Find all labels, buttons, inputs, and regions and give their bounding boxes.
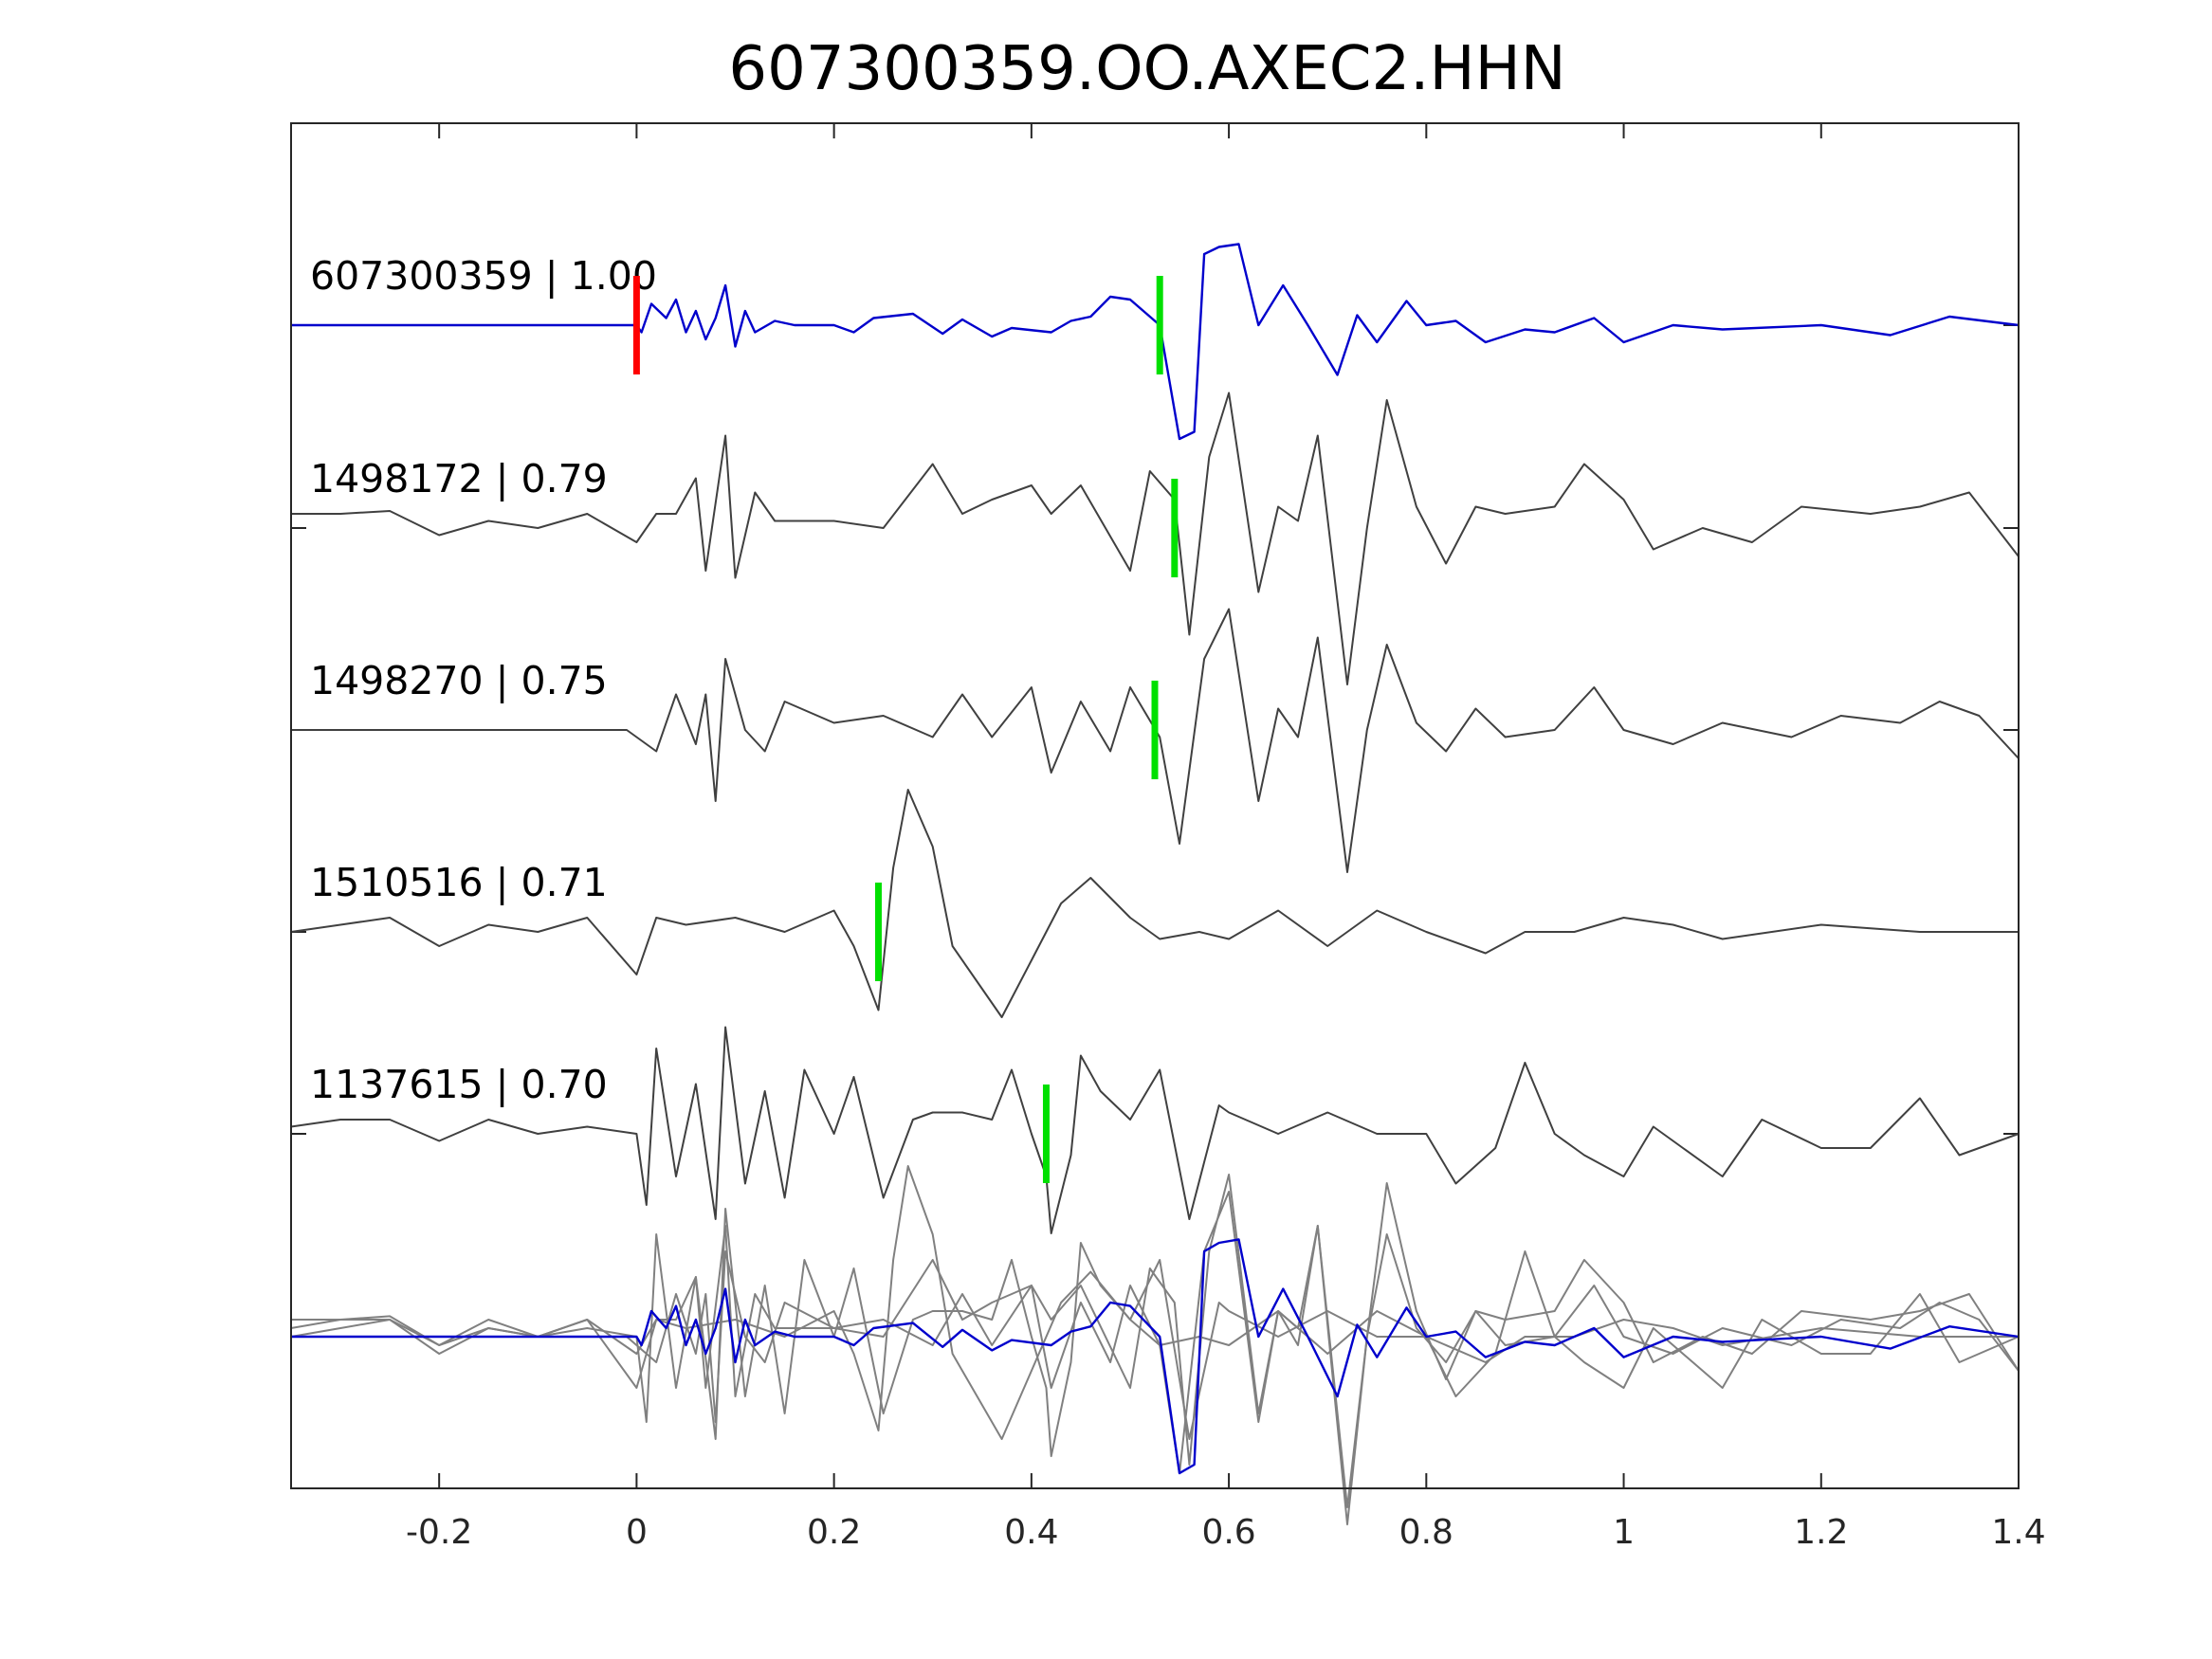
trace-label-5: 1137615 | 0.70	[310, 1062, 608, 1107]
trace-label-4: 1510516 | 0.71	[310, 860, 608, 905]
trace-line-1	[291, 243, 2020, 441]
x-tick-label: 0.2	[807, 1513, 861, 1552]
trace-line-5	[290, 1026, 2020, 1234]
x-tick-label: 1.2	[1794, 1513, 1848, 1552]
trace-line-4	[290, 789, 2019, 1018]
x-axis: -0.2 0 0.2 0.4 0.6 0.8 1 1.2 1.4	[406, 123, 2046, 1552]
trace-line-3	[291, 608, 2020, 873]
overlay-trace-1	[291, 1238, 2020, 1475]
x-tick-label: -0.2	[406, 1513, 472, 1552]
x-tick-label: 1	[1613, 1513, 1635, 1552]
overlay-trace-5	[290, 1208, 2020, 1457]
axes-box	[290, 122, 2020, 1489]
overlay-trace-3	[291, 1191, 2020, 1508]
x-tick-label: 0.6	[1201, 1513, 1255, 1552]
overlay-trace-4	[290, 1165, 2019, 1440]
trace-label-2: 1498172 | 0.79	[310, 456, 608, 501]
plot-area: 607300359 | 1.00 1498172 | 0.79 1498270 | …	[290, 243, 2020, 1525]
trace-label-1: 607300359 | 1.00	[310, 253, 657, 299]
chart-title: 607300359.OO.AXEC2.HHN	[728, 34, 1565, 104]
trace-label-3: 1498270 | 0.75	[310, 658, 608, 703]
x-tick-label: 0.4	[1004, 1513, 1058, 1552]
overlay-trace-2	[291, 1174, 2020, 1525]
x-tick-label: 1.4	[1991, 1513, 2045, 1552]
x-tick-label: 0.8	[1399, 1513, 1453, 1552]
x-tick-label: 0	[626, 1513, 648, 1552]
trace-line-2	[291, 392, 2020, 685]
